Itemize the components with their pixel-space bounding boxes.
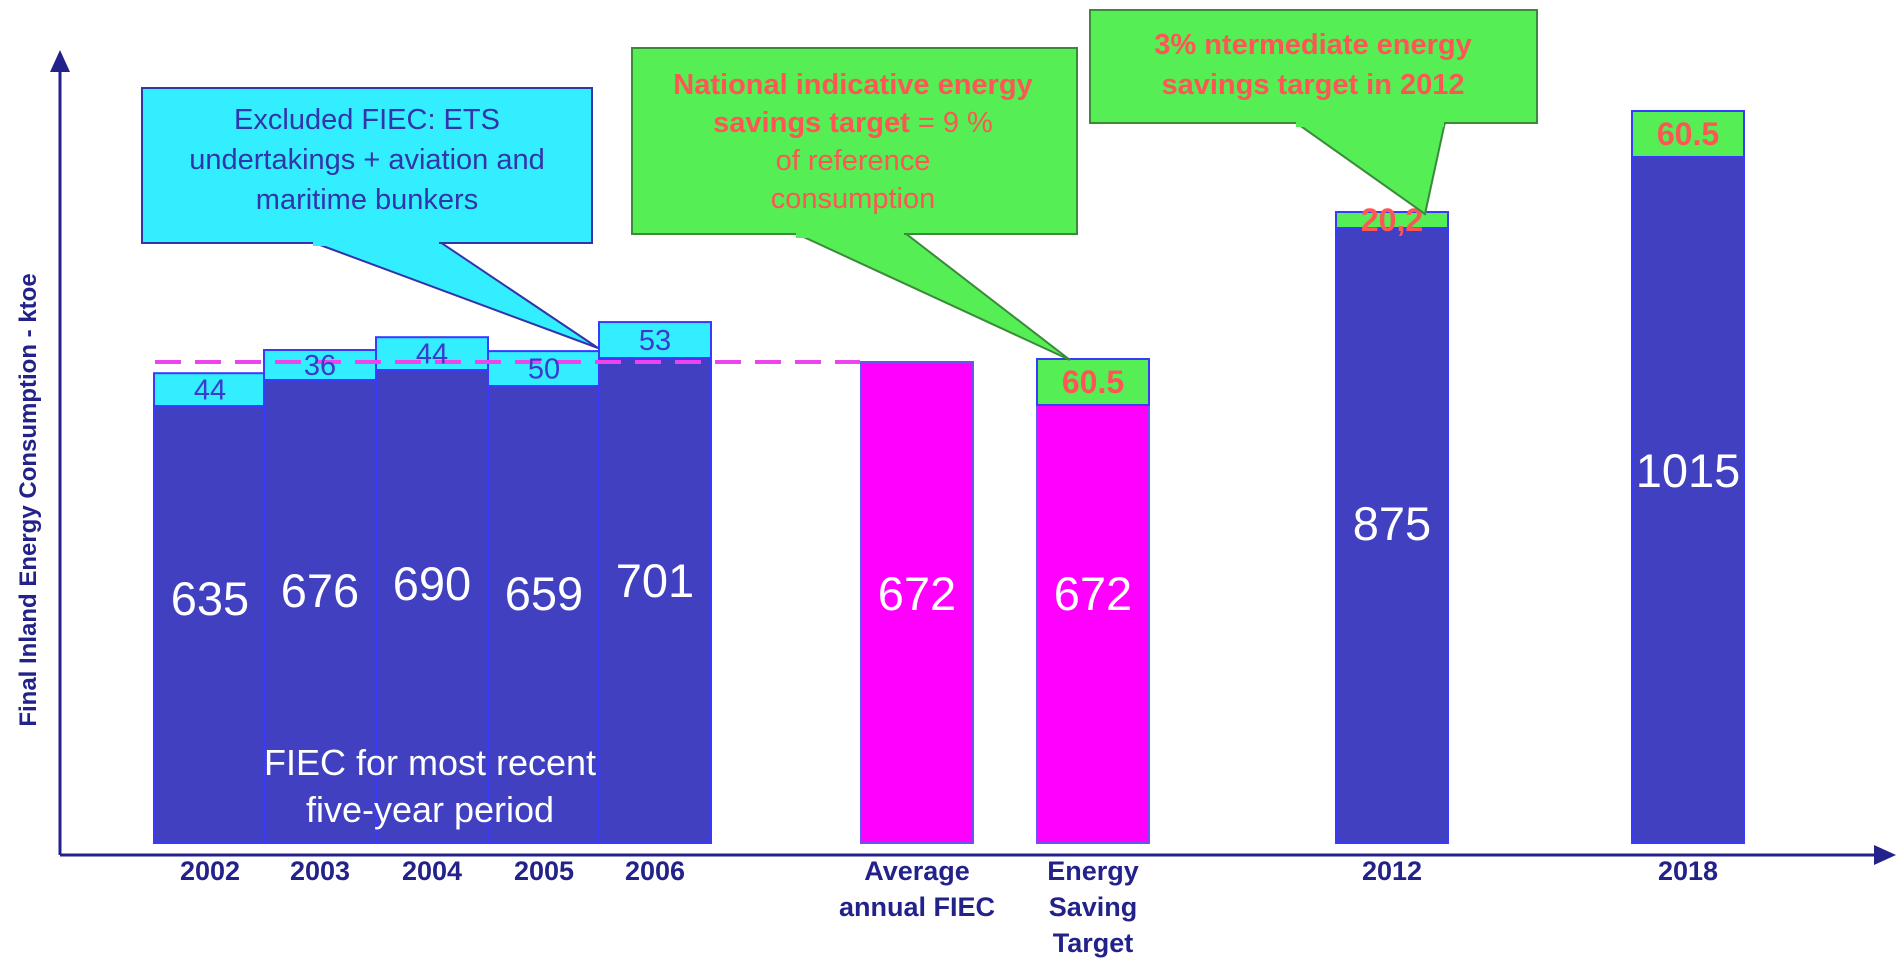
y-axis-label: Final Inland Energy Consumption - ktoe: [15, 273, 42, 726]
intermediate-callout-line-2: savings target in 2012: [1161, 69, 1464, 101]
national-callout-line-2: savings target = 9 %: [713, 107, 993, 139]
target-value-energy-saving-target: 60.5: [1062, 364, 1124, 400]
value-label-layer: 44 635 36 676 44 690 50 659 53 701 672 60.5 672 20,2 8…: [171, 116, 1740, 625]
bar-fiec-average-annual-fiec: [860, 361, 974, 844]
value-label-2004: 690: [393, 557, 471, 610]
excluded-value-2002: 44: [194, 375, 226, 407]
bar-fiec-2002: [153, 387, 267, 844]
target-value-2018: 60.5: [1657, 116, 1719, 152]
x-tick-average-annual-fiec-line-2: annual FIEC: [839, 892, 995, 922]
national-target-callout: National indicative energy savings targe…: [631, 47, 1078, 361]
intermediate-target-callout: 3% ntermediate energy savings target in …: [1089, 9, 1538, 216]
bar-target-2018: [1631, 110, 1745, 158]
x-tick-energy-saving-target-line-2: Saving: [1049, 892, 1138, 922]
excluded-callout-pointer: [311, 241, 599, 349]
x-tick-2004-line-1: 2004: [402, 856, 462, 886]
value-label-2018: 1015: [1636, 444, 1741, 497]
x-tick-2006-line-1: 2006: [625, 856, 685, 886]
x-tick-2012-line-1: 2012: [1362, 856, 1422, 886]
period-note-line-1: FIEC for most recent: [264, 742, 596, 783]
national-callout-pointer: [794, 232, 1071, 361]
value-label-average-annual-fiec: 672: [878, 567, 956, 620]
national-callout-line-3: of reference: [776, 145, 931, 177]
x-tick-energy-saving-target-line-1: Energy: [1047, 856, 1139, 886]
x-tick-2003-line-1: 2003: [290, 856, 350, 886]
bar-excluded-2006: [598, 321, 712, 359]
value-label-2006: 701: [616, 554, 694, 607]
period-note: FIEC for most recent five-year period: [264, 742, 596, 830]
excluded-value-2006: 53: [639, 325, 671, 357]
bar-target-energy-saving-target: [1036, 358, 1150, 406]
excluded-callout-line-3: maritime bunkers: [256, 184, 478, 216]
value-label-2003: 676: [281, 564, 359, 617]
bar-fiec-2018: [1631, 156, 1745, 844]
x-tick-layer: 2002 2003 2004 2005 2006 Average annual FIEC En…: [180, 856, 1718, 958]
bar-excluded-2002: [153, 372, 267, 408]
intermediate-callout-line-1: 3% ntermediate energy: [1154, 29, 1472, 61]
intermediate-callout-pointer: [1291, 121, 1447, 216]
bar-fiec-energy-saving-target: [1036, 404, 1150, 844]
national-callout-box: [631, 47, 1078, 235]
bar-excluded-2004: [375, 336, 489, 372]
x-tick-2005-line-1: 2005: [514, 856, 574, 886]
excluded-callout-line-2: undertakings + aviation and: [189, 144, 545, 176]
y-axis-arrow-icon: [50, 50, 70, 72]
axes: [50, 50, 1896, 865]
x-tick-average-annual-fiec-line-1: Average: [864, 856, 970, 886]
x-tick-2002-line-1: 2002: [180, 856, 240, 886]
bar-fiec-2006: [598, 339, 712, 844]
x-tick-energy-saving-target-line-3: Target: [1053, 928, 1134, 958]
value-label-energy-saving-target: 672: [1054, 567, 1132, 620]
intermediate-callout-box: [1089, 9, 1538, 124]
bar-fiec-2004: [375, 351, 489, 844]
excluded-value-2005: 50: [528, 354, 560, 386]
bar-target-2012: [1335, 211, 1449, 229]
bar-excluded-2005: [487, 350, 601, 388]
national-callout-line-4: consumption: [771, 183, 935, 215]
period-note-line-2: five-year period: [306, 789, 554, 830]
x-tick-2018-line-1: 2018: [1658, 856, 1718, 886]
excluded-fiec-callout: Excluded FIEC: ETS undertakings + aviati…: [141, 87, 599, 349]
x-axis-arrow-icon: [1874, 845, 1896, 865]
excluded-callout-line-1: Excluded FIEC: ETS: [234, 104, 500, 136]
value-label-2005: 659: [505, 567, 583, 620]
value-label-2002: 635: [171, 572, 249, 625]
excluded-value-2003: 36: [304, 350, 336, 382]
value-label-2012: 875: [1353, 497, 1431, 550]
national-callout-rest: = 9 %: [910, 107, 993, 139]
bar-fiec-2005: [487, 367, 601, 844]
target-value-2012: 20,2: [1361, 202, 1423, 238]
excluded-value-2004: 44: [416, 339, 448, 371]
excluded-callout-box: [141, 87, 593, 244]
national-callout-bold: savings target: [713, 107, 910, 139]
national-callout-line-1: National indicative energy: [673, 69, 1032, 101]
